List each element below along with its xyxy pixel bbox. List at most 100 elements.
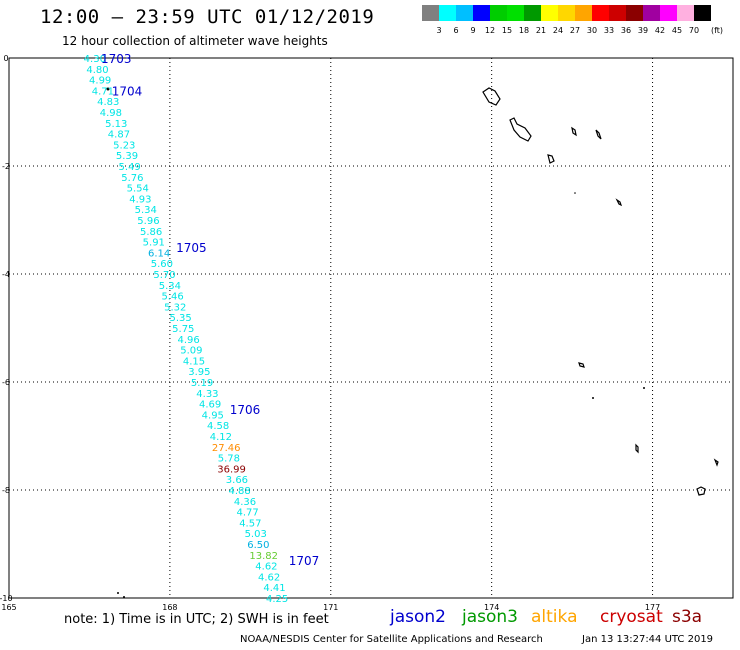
footer-credit: NOAA/NESDIS Center for Satellite Applica…	[240, 634, 543, 645]
wave-height-value: 5.60	[151, 259, 173, 270]
colorbar-label: 27	[569, 26, 581, 35]
wave-height-value: 4.15	[183, 356, 205, 367]
colorbar-label: 33	[603, 26, 615, 35]
latitude-tick-label: -10	[0, 594, 13, 603]
wave-height-value: 6.50	[247, 540, 269, 551]
wave-height-value: 3.95	[188, 367, 210, 378]
island-outline	[595, 129, 602, 140]
wave-height-value: 5.86	[140, 227, 162, 238]
wave-height-value: 5.78	[218, 454, 240, 465]
island-outline	[615, 198, 623, 207]
colorbar-label: 39	[637, 26, 649, 35]
wave-height-value: 5.23	[113, 140, 135, 151]
wave-height-value: 5.96	[137, 216, 159, 227]
longitude-tick-label: 168	[162, 603, 177, 612]
island-dot	[117, 592, 119, 594]
colorbar-label: 36	[620, 26, 632, 35]
wave-height-value: 5.49	[119, 162, 141, 173]
wave-height-value: 5.35	[169, 313, 191, 324]
wave-height-value: 4.95	[202, 410, 224, 421]
colorbar-swatch	[643, 5, 660, 21]
colorbar-label: 18	[518, 26, 530, 35]
wave-height-value: 5.19	[191, 378, 213, 389]
wave-height-value: 4.41	[263, 583, 285, 594]
colorbar-label: 21	[535, 26, 547, 35]
track-time-marker: 1703	[101, 52, 132, 66]
wave-height-value: 4.98	[100, 108, 122, 119]
page-title: 12:00 – 23:59 UTC 01/12/2019	[40, 6, 375, 28]
colorbar-label: 3	[436, 26, 442, 35]
island-dot	[574, 192, 576, 194]
colorbar-swatch	[660, 5, 677, 21]
island-outline	[635, 443, 639, 454]
wave-height-value: 4.12	[210, 432, 232, 443]
latitude-tick-label: -4	[2, 270, 10, 279]
island-dot	[106, 87, 110, 91]
track-time-marker: 1704	[112, 84, 143, 98]
wave-height-value: 5.70	[153, 270, 175, 281]
island-outline	[482, 87, 501, 106]
colorbar-label: 12	[484, 26, 496, 35]
colorbar-swatch	[490, 5, 507, 21]
colorbar-swatch	[524, 5, 541, 21]
island-outline	[713, 458, 719, 467]
wave-height-value: 4.77	[237, 508, 259, 519]
legend-jason2: jason2	[390, 607, 446, 627]
wave-height-value: 4.57	[239, 518, 261, 529]
longitude-tick-label: 177	[645, 603, 660, 612]
wave-height-value: 4.93	[129, 194, 151, 205]
wave-height-value: 5.32	[164, 302, 186, 313]
colorbar-swatch	[422, 5, 439, 21]
track-time-marker: 1706	[230, 403, 261, 417]
island-outline	[547, 154, 555, 164]
island-outline	[571, 126, 577, 137]
wave-height-value: 5.75	[172, 324, 194, 335]
colorbar-label: 9	[470, 26, 476, 35]
legend-jason3: jason3	[462, 607, 518, 627]
wave-height-value: 6.14	[148, 248, 170, 259]
latitude-tick-label: -8	[2, 486, 10, 495]
island-dot	[592, 397, 594, 399]
page-subtitle: 12 hour collection of altimeter wave hei…	[62, 34, 328, 48]
wave-height-value: 4.87	[108, 130, 130, 141]
wave-height-value: 4.36	[234, 497, 256, 508]
colorbar-swatch	[558, 5, 575, 21]
colorbar-swatch	[694, 5, 711, 21]
map-frame	[8, 57, 734, 599]
legend-cryosat: cryosat	[600, 607, 663, 627]
colorbar-label: 24	[552, 26, 564, 35]
wave-height-value: 4.99	[89, 76, 111, 87]
wave-height-value: 36.99	[217, 464, 246, 475]
island-outline	[509, 117, 532, 142]
colorbar-label: 42	[654, 26, 666, 35]
wave-height-value: 5.13	[105, 119, 127, 130]
colorbar-swatch	[677, 5, 694, 21]
colorbar-label: 6	[453, 26, 459, 35]
island-outline	[696, 486, 706, 496]
longitude-tick-label: 165	[1, 603, 16, 612]
units-note: note: 1) Time is in UTC; 2) SWH is in fe…	[64, 612, 329, 627]
colorbar-swatch	[626, 5, 643, 21]
colorbar-swatch	[575, 5, 592, 21]
wave-height-value: 27.46	[212, 443, 241, 454]
longitude-tick-label: 171	[323, 603, 338, 612]
wave-height-value: 4.96	[178, 335, 200, 346]
wave-height-value: 5.76	[121, 173, 143, 184]
colorbar-label: 15	[501, 26, 513, 35]
island-outline	[578, 362, 585, 368]
wave-height-value: 4.25	[266, 594, 288, 605]
colorbar-label: 70	[688, 26, 700, 35]
colorbar-swatch	[439, 5, 456, 21]
wave-height-value: 5.03	[245, 529, 267, 540]
colorbar-swatch	[592, 5, 609, 21]
latitude-tick-label: -6	[2, 378, 10, 387]
footer-timestamp: Jan 13 13:27:44 UTC 2019	[582, 634, 714, 645]
wave-height-value: 4.30	[84, 54, 106, 65]
wave-height-value: 4.83	[97, 97, 119, 108]
colorbar-swatch	[507, 5, 524, 21]
latitude-tick-label: -2	[2, 162, 10, 171]
wave-height-value: 4.88	[228, 486, 250, 497]
wave-height-value: 4.69	[199, 400, 221, 411]
legend-altika: altika	[531, 607, 578, 627]
